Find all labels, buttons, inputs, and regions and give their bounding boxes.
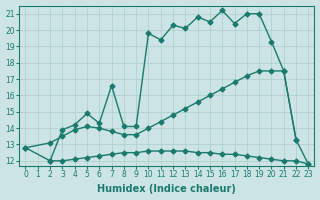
X-axis label: Humidex (Indice chaleur): Humidex (Indice chaleur): [98, 184, 236, 194]
